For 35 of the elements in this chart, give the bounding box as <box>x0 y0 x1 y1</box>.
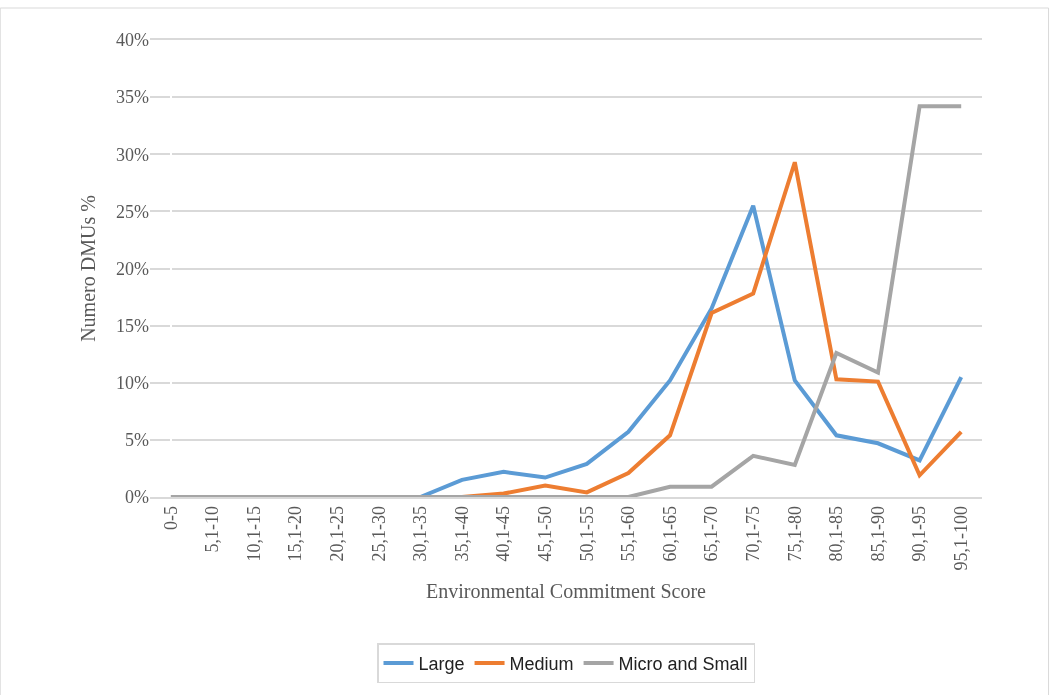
x-tick-label: 15,1-20 <box>285 505 306 562</box>
y-tick-label: 30% <box>116 144 149 165</box>
legend-label: Large <box>418 653 465 674</box>
x-tick-label: 70,1-75 <box>743 505 764 562</box>
y-tick-label: 10% <box>116 373 149 394</box>
y-tick-label: 15% <box>116 315 149 336</box>
y-axis-title: Numero DMUs % <box>76 195 99 342</box>
x-tick-label: 40,1-45 <box>493 505 514 562</box>
legend-label: Micro and Small <box>618 653 748 674</box>
y-tick-label: 35% <box>116 87 149 108</box>
x-tick-label: 65,1-70 <box>701 505 722 562</box>
x-tick-label: 35,1-40 <box>451 505 472 562</box>
x-tick-label: 0-5 <box>160 505 181 530</box>
y-tick-label: 20% <box>116 258 149 279</box>
x-tick-label: 90,1-95 <box>909 505 930 562</box>
x-tick-label: 95,1-100 <box>951 505 972 571</box>
x-axis-title: Environmental Commitment Score <box>426 580 707 603</box>
x-tick-label: 5,1-10 <box>202 505 223 553</box>
x-tick-label: 75,1-80 <box>784 505 805 562</box>
x-tick-label: 55,1-60 <box>618 505 639 562</box>
x-tick-label: 30,1-35 <box>410 505 431 562</box>
x-tick-label: 60,1-65 <box>659 505 680 562</box>
x-tick-label: 50,1-55 <box>576 505 597 562</box>
x-tick-label: 45,1-50 <box>535 505 556 562</box>
y-tick-label: 0% <box>125 487 149 508</box>
y-tick-label: 25% <box>116 201 149 222</box>
y-tick-label: 5% <box>125 430 149 451</box>
x-tick-label: 10,1-15 <box>243 505 264 562</box>
line-series <box>168 104 964 497</box>
x-tick-label: 25,1-30 <box>368 505 389 562</box>
x-tick-label: 85,1-90 <box>867 505 888 562</box>
y-tick-label: 40% <box>116 30 149 51</box>
x-tick-label: 80,1-85 <box>826 505 847 562</box>
x-tick-label: 20,1-25 <box>327 505 348 562</box>
legend-label: Medium <box>509 653 574 674</box>
